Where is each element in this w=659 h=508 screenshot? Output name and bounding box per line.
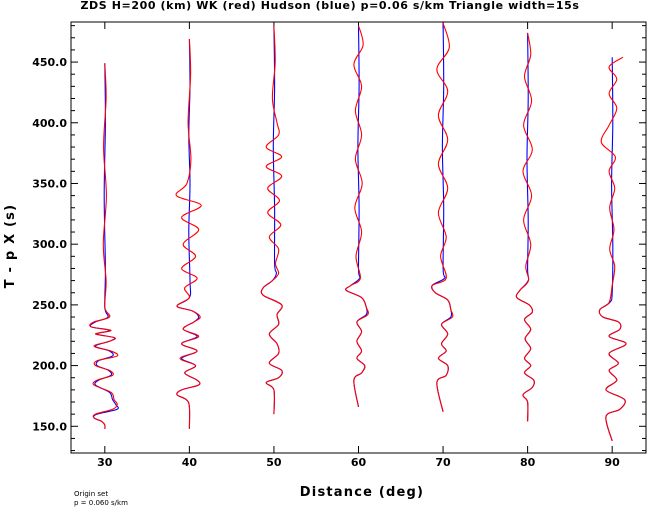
x-tick-label: 90: [605, 456, 621, 469]
wk-trace-70: [431, 23, 454, 412]
y-tick-label: 250.0: [32, 299, 67, 312]
x-tick-label: 60: [351, 456, 367, 469]
x-axis-label: Distance (deg): [300, 485, 424, 500]
chart-title: ZDS H=200 (km) WK (red) Hudson (blue) p=…: [80, 0, 579, 12]
x-tick-label: 50: [266, 456, 282, 469]
y-tick-label: 350.0: [32, 177, 67, 190]
y-tick-label: 150.0: [32, 420, 67, 433]
x-tick-label: 30: [97, 456, 113, 469]
wk-trace-30: [89, 63, 119, 429]
y-tick-label: 450.0: [32, 56, 67, 69]
y-tick-label: 300.0: [32, 238, 67, 251]
x-tick-label: 70: [435, 456, 451, 469]
y-axis-label: T - p X (s): [3, 204, 18, 289]
hudson-trace-70: [431, 23, 453, 412]
wk-trace-50: [260, 25, 283, 415]
origin-note: Origin set: [74, 490, 108, 498]
y-tick-label: 200.0: [32, 360, 67, 373]
x-axis: 30 40 50 60 70 80 90: [97, 22, 620, 469]
x-tick-label: 40: [182, 456, 198, 469]
hudson-trace-50: [260, 25, 283, 415]
hudson-trace-30: [89, 63, 119, 429]
slowness-note: p = 0.060 s/km: [74, 499, 128, 507]
y-axis: 150.0 200.0 250.0 300.0 350.0 400.0 450.0: [32, 25, 646, 452]
wk-trace-40: [175, 38, 202, 429]
waveform-traces: [89, 23, 627, 442]
y-tick-label: 400.0: [32, 117, 67, 130]
wk-trace-80: [515, 32, 535, 422]
x-tick-label: 80: [520, 456, 536, 469]
wk-trace-90: [598, 56, 627, 442]
wk-trace-60: [345, 25, 369, 407]
